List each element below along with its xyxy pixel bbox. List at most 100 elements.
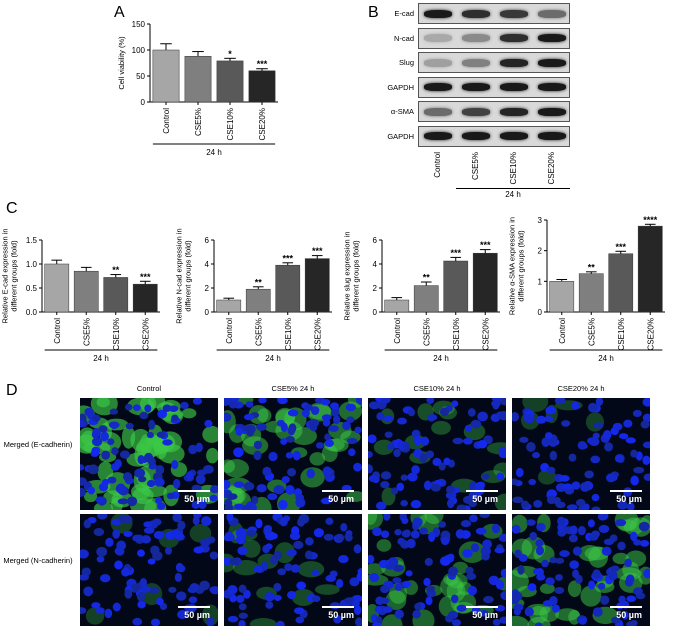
micrograph-grid: Control CSE5% 24 h CSE10% 24 h CSE20% 24 h M… bbox=[0, 380, 677, 634]
nucleus bbox=[193, 546, 204, 554]
nucleus bbox=[224, 531, 234, 542]
nucleus bbox=[405, 570, 413, 577]
nucleus bbox=[155, 496, 163, 504]
nucleus bbox=[112, 602, 121, 612]
nucleus bbox=[137, 600, 146, 609]
nucleus bbox=[601, 546, 612, 556]
nucleus bbox=[626, 621, 637, 626]
nucleus bbox=[96, 546, 108, 557]
nucleus bbox=[209, 551, 218, 560]
nucleus bbox=[209, 494, 218, 502]
nucleus bbox=[155, 465, 165, 475]
nucleus bbox=[285, 484, 295, 495]
nucleus bbox=[127, 496, 138, 507]
nucleus bbox=[380, 530, 390, 539]
nucleus bbox=[423, 577, 431, 587]
nucleus bbox=[80, 574, 88, 581]
nucleus bbox=[591, 493, 600, 502]
nucleus bbox=[480, 609, 489, 617]
nucleus bbox=[447, 553, 455, 561]
nucleus bbox=[265, 601, 274, 609]
nucleus bbox=[410, 499, 422, 509]
bar bbox=[44, 263, 70, 313]
nucleus bbox=[551, 604, 560, 613]
green-stain bbox=[297, 561, 325, 578]
green-stain bbox=[373, 439, 395, 455]
nucleus bbox=[450, 594, 459, 604]
nucleus bbox=[253, 440, 263, 450]
blot-band bbox=[424, 132, 452, 141]
nucleus bbox=[304, 404, 314, 411]
blot-band bbox=[538, 83, 566, 92]
y-tick-label: 100 bbox=[132, 46, 146, 55]
nucleus bbox=[625, 574, 635, 584]
nucleus bbox=[224, 504, 234, 510]
nucleus bbox=[603, 429, 612, 440]
nucleus bbox=[320, 398, 331, 406]
nucleus bbox=[322, 418, 331, 427]
nucleus bbox=[412, 610, 421, 619]
nucleus bbox=[293, 607, 305, 615]
nucleus bbox=[642, 455, 650, 465]
x-tick-label: CSE10% bbox=[226, 108, 235, 140]
nucleus bbox=[492, 618, 501, 626]
nucleus bbox=[195, 442, 203, 453]
green-stain bbox=[314, 584, 340, 595]
nucleus bbox=[171, 414, 179, 422]
significance-marker: * bbox=[228, 49, 232, 59]
nucleus bbox=[593, 422, 604, 429]
x-tick-label: Control bbox=[225, 318, 234, 344]
nucleus bbox=[235, 534, 246, 545]
nucleus bbox=[132, 617, 143, 626]
nucleus bbox=[123, 472, 133, 482]
blot-band bbox=[500, 132, 528, 141]
blot-band bbox=[462, 107, 490, 116]
nucleus bbox=[446, 485, 455, 494]
nucleus bbox=[463, 437, 473, 445]
blot-band bbox=[500, 34, 528, 43]
nucleus bbox=[324, 433, 332, 441]
nucleus bbox=[571, 481, 581, 490]
nucleus bbox=[426, 398, 435, 405]
x-tick-label: CSE20% bbox=[313, 318, 322, 350]
x-tick-label: CSE5% bbox=[254, 318, 263, 346]
nucleus bbox=[132, 534, 142, 542]
blot-band bbox=[424, 58, 452, 67]
nucleus bbox=[458, 504, 467, 510]
blot-band bbox=[462, 83, 490, 92]
x-tick-label: CSE5% bbox=[82, 318, 91, 346]
blot-lane-label: CSE10% bbox=[509, 152, 518, 185]
nucleus bbox=[340, 522, 348, 532]
group-label: 24 h bbox=[433, 354, 449, 363]
green-stain bbox=[440, 575, 464, 598]
nucleus bbox=[98, 425, 108, 433]
nucleus bbox=[95, 496, 105, 504]
green-stain bbox=[136, 437, 163, 458]
nucleus bbox=[209, 586, 218, 594]
micrograph-row-label: Merged (N-cadherin) bbox=[3, 556, 73, 565]
nucleus bbox=[156, 597, 164, 606]
y-tick-label: 150 bbox=[132, 20, 146, 29]
nucleus bbox=[93, 528, 105, 537]
nucleus bbox=[164, 546, 173, 555]
nucleus bbox=[256, 484, 267, 493]
blot-band bbox=[538, 34, 566, 43]
nucleus bbox=[333, 614, 342, 624]
nucleus bbox=[460, 520, 472, 528]
nucleus bbox=[406, 538, 416, 549]
nucleus bbox=[313, 528, 324, 538]
micrograph-column-title: CSE5% 24 h bbox=[271, 384, 315, 393]
scale-bar-label: 50 µm bbox=[184, 494, 210, 504]
y-tick-label: 3 bbox=[538, 216, 543, 225]
nucleus bbox=[630, 531, 638, 542]
y-axis-label: Relative α-SMA expression indifferent gr… bbox=[508, 217, 526, 315]
nucleus bbox=[419, 453, 428, 463]
nucleus bbox=[227, 615, 239, 623]
nucleus bbox=[112, 529, 121, 539]
nucleus bbox=[368, 401, 380, 410]
nucleus bbox=[632, 409, 642, 418]
nucleus bbox=[519, 436, 529, 443]
blot-band bbox=[462, 58, 490, 67]
nucleus bbox=[372, 622, 382, 626]
blot-band bbox=[462, 9, 490, 18]
